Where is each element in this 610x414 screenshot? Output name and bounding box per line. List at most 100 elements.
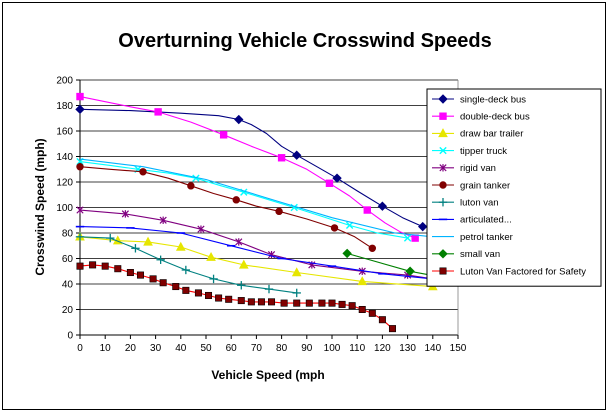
data-point [247, 298, 255, 306]
data-point [126, 269, 134, 277]
data-point [293, 299, 301, 307]
data-point [149, 275, 157, 283]
y-tick-labels: 0 20 40 60 80 100 120 140 160 180 200 [56, 76, 73, 342]
series-articulated [75, 225, 463, 283]
legend-item: Luton Van Factored for Safety [432, 266, 586, 277]
data-point [332, 173, 342, 183]
data-point [194, 289, 202, 297]
data-point [264, 284, 274, 294]
y-tick-label: 180 [56, 101, 73, 112]
data-point [330, 224, 339, 232]
data-point [368, 244, 377, 253]
data-point [439, 112, 447, 120]
data-point [225, 295, 233, 303]
x-tick-label: 10 [100, 343, 112, 354]
legend-item: single-deck bus [432, 94, 526, 105]
series-luton-van-factored-for-safety [76, 261, 396, 333]
legend-item: luton van [432, 198, 499, 209]
series-grain-tanker [76, 163, 377, 253]
x-tick-labels: 0 10 20 30 40 50 60 70 80 90 100 110 120 130 140 150 [77, 343, 467, 354]
data-point [172, 283, 180, 291]
y-tick-label: 20 [62, 305, 74, 316]
y-tick-label: 40 [62, 280, 74, 291]
data-point [75, 104, 85, 115]
data-point [358, 305, 366, 313]
x-tick-label: 0 [77, 343, 83, 354]
legend-label: grain tanker [460, 180, 510, 191]
legend-label: double-deck bus [460, 112, 530, 123]
data-point [318, 299, 326, 307]
x-tick-label: 40 [175, 343, 187, 354]
data-point [121, 210, 129, 218]
data-point [192, 174, 200, 182]
data-point [292, 288, 301, 298]
data-point [280, 299, 288, 307]
data-point [106, 233, 115, 243]
data-point [159, 216, 167, 224]
x-tick-label: 30 [150, 343, 162, 354]
y-tick-label: 100 [56, 203, 73, 214]
legend-item: rigid van [432, 163, 496, 174]
data-point [76, 262, 84, 270]
x-tick-label: 110 [349, 343, 365, 354]
series-layer [75, 92, 463, 333]
legend-label: Luton Van Factored for Safety [460, 266, 586, 277]
data-point [232, 196, 240, 204]
x-tick-label: 60 [226, 343, 238, 354]
data-point [76, 163, 84, 171]
x-axis-title: Vehicle Speed (mph [211, 368, 324, 382]
data-point [143, 236, 153, 246]
data-point [156, 255, 165, 264]
x-tick-label: 90 [301, 343, 313, 354]
data-point [235, 238, 243, 246]
data-point [139, 168, 147, 176]
series-draw-bar-trailer [75, 231, 438, 291]
x-tick-label: 70 [251, 343, 263, 354]
legend-item: draw bar trailer [432, 128, 523, 140]
y-tick-label: 120 [56, 178, 73, 189]
data-point [403, 234, 412, 242]
data-point [197, 225, 205, 233]
data-point [131, 244, 140, 253]
y-axis-title: Crosswind Speed (mph) [33, 138, 47, 275]
data-point [114, 265, 122, 273]
data-point [291, 267, 302, 277]
data-point [237, 281, 246, 290]
x-tick-label: 100 [324, 343, 341, 354]
chart-title: Overturning Vehicle Crosswind Speeds [118, 30, 491, 52]
x-tick-label: 50 [200, 343, 212, 354]
legend-item: articulated... [432, 215, 512, 226]
legend-item: double-deck bus [432, 112, 530, 123]
legend-label: petrol tanker [460, 232, 513, 243]
data-point [205, 291, 213, 299]
y-tick-label: 140 [56, 152, 73, 163]
data-point [377, 201, 388, 211]
data-point [175, 241, 186, 251]
x-tick-label: 140 [424, 343, 441, 354]
data-point [181, 265, 191, 275]
legend-label: draw bar trailer [460, 129, 523, 140]
legend-label: small van [460, 249, 500, 260]
legend-label: articulated... [460, 215, 512, 226]
x-tick-label: 130 [399, 343, 416, 354]
data-point-stroke [290, 203, 298, 212]
legend-label: rigid van [460, 163, 496, 174]
x-tick-label: 80 [276, 343, 288, 354]
data-point [411, 234, 419, 242]
y-tick-label: 60 [62, 254, 74, 265]
data-point [305, 299, 313, 307]
data-point [187, 182, 195, 190]
data-point [338, 300, 346, 308]
data-point [206, 251, 216, 261]
data-point [182, 286, 190, 294]
data-point [234, 114, 244, 125]
data-point [342, 248, 352, 259]
data-point-stroke [345, 221, 354, 230]
data-point [438, 128, 448, 138]
data-point [238, 259, 249, 269]
legend-item: petrol tanker [432, 232, 513, 243]
data-point [368, 309, 376, 317]
legend-label: luton van [460, 198, 499, 209]
data-point [378, 316, 386, 324]
